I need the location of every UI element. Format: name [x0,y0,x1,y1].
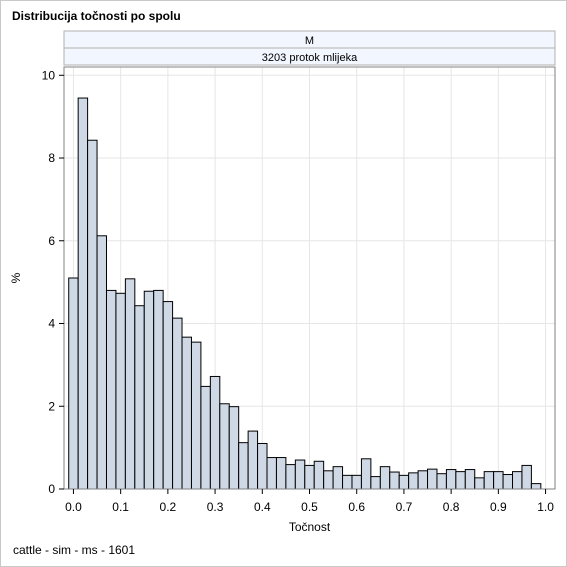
y-tick-label: 4 [48,317,55,331]
histogram-bar [219,403,230,490]
x-axis: 0.0 0.1 0.2 0.3 0.4 0.5 0.6 0.7 0.8 0.9 1.0 [65,489,554,514]
histogram-bar [134,305,145,490]
histogram-bar [162,301,174,490]
histogram-bar [124,278,136,490]
y-tick-label: 2 [48,399,55,413]
histogram-bar [266,457,277,490]
histogram-bar [408,472,419,490]
histogram-bar [323,470,334,490]
histogram-bar [332,466,344,490]
x-tick-label: 0.5 [301,500,318,514]
x-tick-label: 1.0 [537,500,554,514]
histogram-bar [247,430,259,490]
histogram-bar [96,235,107,490]
histogram-bar [294,459,306,490]
histogram-bar [389,471,400,490]
histogram-bar [483,471,495,490]
x-tick-label: 0.6 [348,500,365,514]
panel-header-sex-label: M [305,35,314,47]
y-tick-label: 8 [48,151,55,165]
x-axis-label: Točnost [289,520,331,534]
histogram-bar [427,468,438,490]
histogram-bar [417,470,429,490]
histogram-bar [313,460,325,490]
histogram-bar [474,477,485,490]
histogram-bar [87,139,98,490]
x-tick-label: 0.2 [160,500,177,514]
histogram-bar [68,277,79,490]
y-tick-label: 6 [48,234,55,248]
histogram-bar [521,464,532,490]
chart-title: Distribucija točnosti po spolu [12,9,181,23]
histogram-bar [464,469,476,490]
histogram-bar [285,464,296,490]
histogram-bar [342,474,353,490]
histogram-bar [190,341,202,490]
histogram-bar [115,292,126,490]
histogram-bar [77,97,89,490]
x-tick-label: 0.3 [207,500,224,514]
y-axis: 0 2 4 6 8 10 [42,68,64,496]
y-tick-label: 0 [48,482,55,496]
histogram-bar [257,442,268,490]
histogram-bar [493,471,504,490]
histogram-bar [455,471,466,490]
x-tick-label: 0.8 [443,500,460,514]
histogram-bar [436,473,447,490]
histogram-bar [379,466,391,490]
histogram-bar [153,289,164,490]
x-tick-label: 0.0 [65,500,82,514]
histogram-bar [360,458,372,490]
histogram-bar [275,457,287,490]
panel-header-trait [63,47,556,66]
x-tick-label: 0.4 [254,500,271,514]
y-axis-label: % [9,272,23,283]
histogram-bar [370,476,381,490]
histogram-bar [200,385,211,490]
histogram-bar [143,290,155,490]
histogram-bar [351,474,362,490]
histogram-bar [530,483,542,490]
histogram-bar [398,474,410,490]
histogram-bar [304,464,315,490]
x-tick-label: 0.7 [396,500,413,514]
histogram-bar [238,442,249,490]
histogram-bars [68,97,542,490]
footnote: cattle - sim - ms - 1601 [13,543,136,557]
histogram-bar [181,336,192,490]
histogram-bar [209,375,221,490]
y-tick-label: 10 [42,68,56,82]
histogram-bar [512,471,523,490]
histogram-bar [228,406,240,490]
x-tick-label: 0.9 [490,500,507,514]
panel-header-trait-label: 3203 protok mlijeka [262,52,358,64]
x-tick-label: 0.1 [112,500,129,514]
histogram-bar [172,317,183,490]
histogram-bar [445,469,457,490]
histogram-bar [105,289,117,490]
histogram-bar [502,474,514,490]
